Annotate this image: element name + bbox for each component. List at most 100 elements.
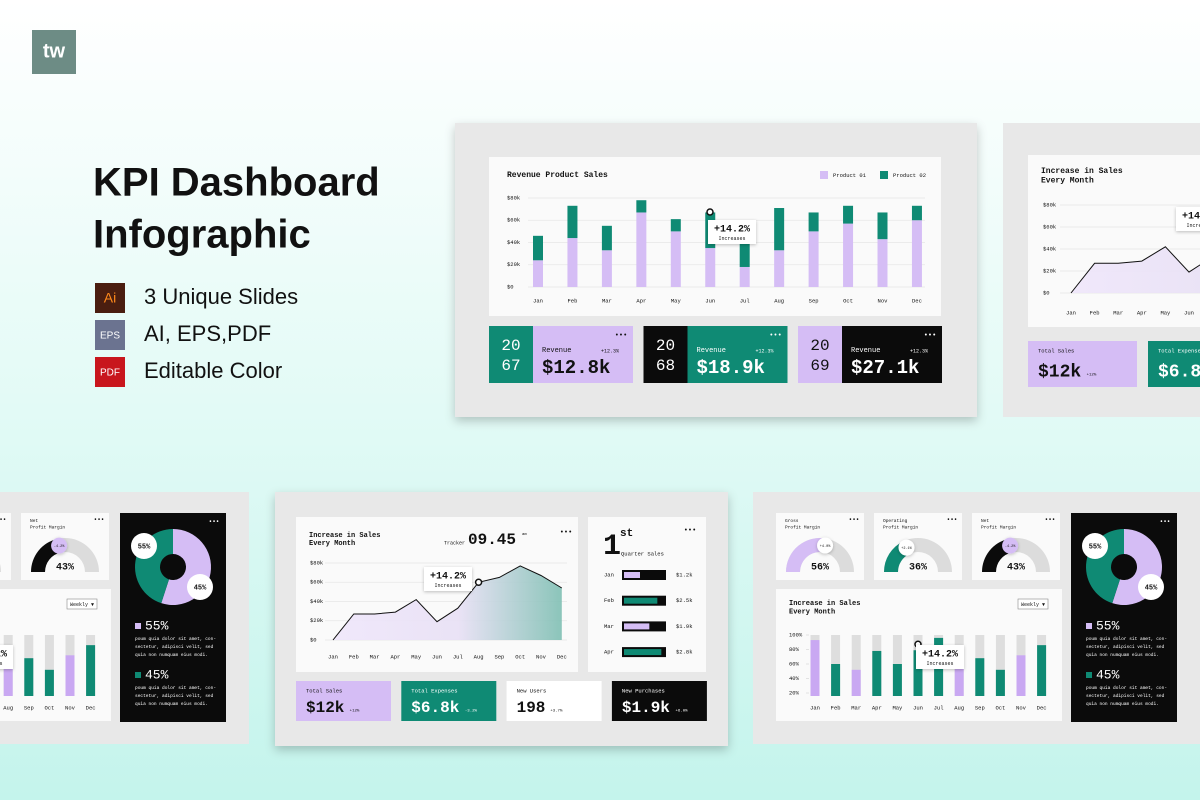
- legend-label: Product 01: [833, 172, 867, 179]
- x-tick-label: Jan: [1066, 309, 1076, 316]
- line-area: [1071, 246, 1200, 293]
- feature-text: 3 Unique Slides: [144, 284, 298, 309]
- logo-text: tw: [43, 40, 66, 62]
- y-tick-label: $20k: [310, 617, 324, 624]
- quarter-card: [588, 517, 706, 672]
- x-tick-label: Feb: [567, 297, 577, 304]
- body-text: sectetur, adipisci velit, sed: [135, 693, 214, 699]
- y-tick-label: $20k: [1043, 267, 1057, 274]
- gauge-value-label: 36%: [909, 563, 927, 574]
- kpi-card: [842, 326, 942, 383]
- year-block: [489, 326, 533, 383]
- x-tick-label: Dec: [86, 704, 96, 711]
- gauge-badge: [1002, 537, 1019, 554]
- donut-label-bg: [187, 574, 213, 600]
- bar-track: [44, 635, 54, 696]
- bar-segment: [567, 238, 578, 287]
- annotation-box: [916, 645, 964, 669]
- kpi-value: $18.9k: [697, 357, 765, 379]
- bar-segment: [533, 235, 543, 261]
- bar-segment: [636, 212, 647, 287]
- x-tick-label: May: [411, 653, 422, 660]
- bar-segment: [877, 239, 888, 287]
- kpi-label: Total Sales: [306, 687, 342, 694]
- feature-icon: [95, 283, 125, 313]
- y-tick-label: $20k: [507, 261, 521, 268]
- legend-value: 45%: [1096, 667, 1120, 682]
- kpi-label: Revenue: [851, 347, 880, 355]
- menu-icon: •••: [849, 517, 860, 524]
- legend-swatch: [1086, 672, 1092, 678]
- x-tick-label: Feb: [831, 704, 841, 711]
- donut-label: 55%: [1089, 543, 1102, 551]
- y-tick-label: 20%: [789, 689, 800, 696]
- x-tick-label: Feb: [1090, 309, 1100, 316]
- bar-segment: [843, 223, 854, 287]
- bar-segment: [670, 219, 681, 232]
- y-tick-label: $60k: [507, 217, 521, 224]
- menu-icon: •••: [1045, 517, 1056, 524]
- annotation-dot: [706, 208, 714, 216]
- x-tick-label: May: [671, 297, 682, 304]
- donut-label-bg: [1082, 533, 1108, 559]
- gauge-change: -4.2%: [1005, 545, 1016, 549]
- body-text: poum quia dolor sit amet, con-: [1086, 685, 1167, 691]
- row-label: Mar: [604, 623, 614, 630]
- kpi-label: Total Expenses: [411, 687, 457, 694]
- feature-icon-label: Ai: [104, 290, 116, 306]
- kpi-value: 198: [517, 699, 546, 717]
- kpi-change: +6.0%: [676, 709, 689, 713]
- body-text: quia non numquam eius modi.: [1086, 652, 1159, 658]
- bar: [975, 658, 985, 696]
- annotation-sub: Increases: [1186, 223, 1200, 229]
- kpi-value: $6.8k: [1158, 363, 1200, 383]
- kpi-change: -3.2%: [465, 709, 478, 713]
- annotation-text: +14.2%: [430, 572, 466, 583]
- menu-icon: •••: [94, 517, 105, 524]
- x-tick-label: Jul: [934, 704, 944, 711]
- kpi-label: New Purchases: [622, 687, 665, 694]
- gauge-badge: [51, 537, 68, 554]
- annotation-sub: Increases: [0, 661, 3, 667]
- x-tick-label: Apr: [1137, 309, 1147, 316]
- gauge-value-label: 43%: [56, 563, 74, 574]
- annotation-text: +14.2%: [1182, 212, 1200, 223]
- x-tick-label: Mar: [1113, 309, 1123, 316]
- year-block: [798, 326, 842, 383]
- body-text: quia non numquam eius modi.: [135, 701, 208, 707]
- title: Infographic: [93, 213, 311, 257]
- donut-label: 45%: [194, 584, 207, 592]
- gauge-title: Gross: [785, 518, 799, 524]
- feature-icon-label: PDF: [100, 368, 120, 379]
- x-tick-label: Dec: [1037, 704, 1047, 711]
- chart-title: Every Month: [309, 540, 355, 548]
- kpi-value: $12k: [1038, 363, 1081, 383]
- row-label: Feb: [604, 597, 614, 604]
- bar-segment: [601, 250, 612, 287]
- bar-segment: [739, 266, 750, 287]
- bar: [831, 664, 841, 696]
- chart-title: Revenue Product Sales: [507, 171, 608, 180]
- y-tick-label: $80k: [310, 559, 324, 566]
- feature-text: Editable Color: [144, 358, 282, 383]
- gauge-change: +4.0%: [820, 545, 831, 549]
- menu-icon: •••: [924, 332, 937, 340]
- x-tick-label: Oct: [515, 653, 525, 660]
- filter-label: Weekly ▼: [1021, 602, 1045, 608]
- year-text: 68: [656, 357, 675, 375]
- y-tick-label: 100%: [789, 631, 803, 638]
- value-label: $1.2k: [676, 571, 693, 578]
- x-tick-label: Oct: [995, 704, 1005, 711]
- chart-title: Every Month: [1041, 177, 1094, 186]
- kpi-change: +12.3%: [755, 348, 773, 354]
- filter-box: [1017, 598, 1049, 610]
- body-text: poum quia dolor sit amet, con-: [135, 636, 216, 642]
- x-tick-label: Mar: [602, 297, 612, 304]
- y-tick-label: $40k: [507, 239, 521, 246]
- logo-box: [32, 30, 76, 74]
- filter-box: [66, 598, 98, 610]
- legend-swatch: [135, 623, 141, 629]
- menu-icon: •••: [684, 527, 697, 535]
- menu-icon: •••: [0, 517, 6, 524]
